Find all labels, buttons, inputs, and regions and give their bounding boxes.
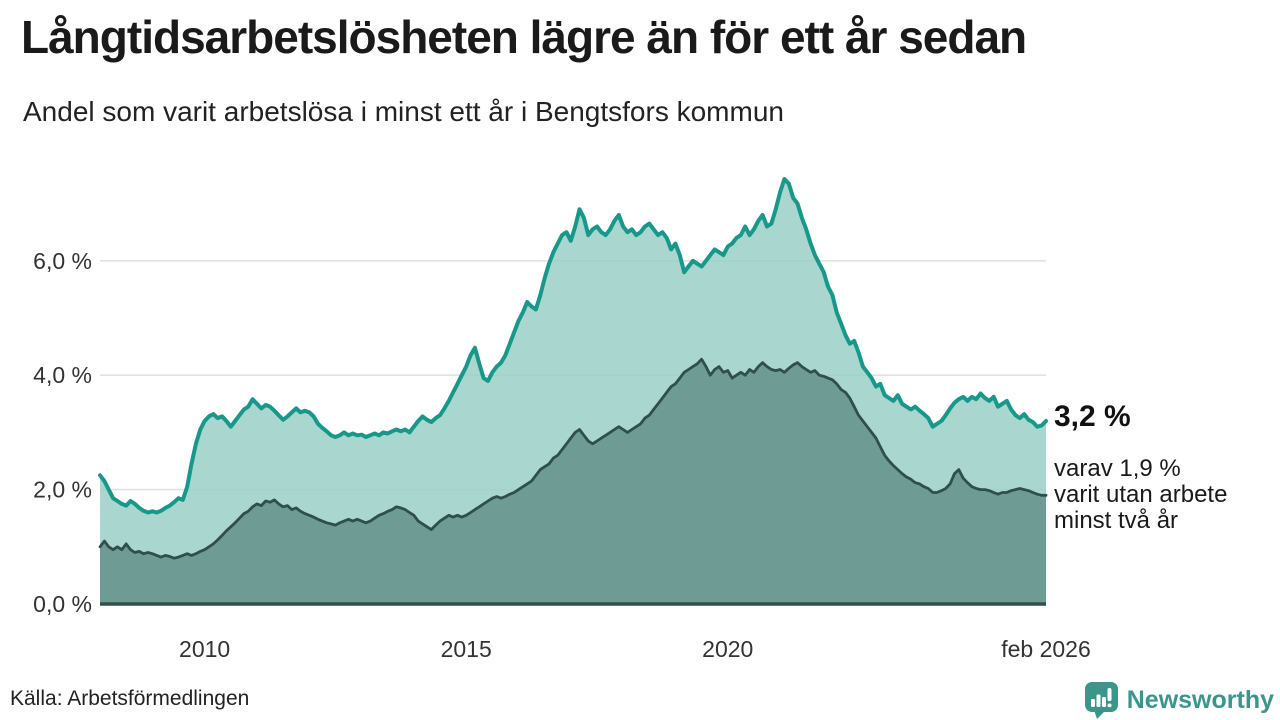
x-axis-tick-label: 2010 bbox=[179, 636, 230, 662]
line-series-2 bbox=[98, 357, 1048, 560]
end-value-label: 3,2 % bbox=[1054, 400, 1131, 433]
area-fill-series-2 bbox=[100, 359, 1046, 604]
newsworthy-logo: Newsworthy bbox=[1083, 681, 1274, 719]
x-axis-tick-label: 2020 bbox=[702, 636, 753, 662]
series-end-annotation: 3,2 % varav 1,9 % varit utan arbete mins… bbox=[1054, 400, 1269, 534]
end-value-detail: varav 1,9 % varit utan arbete minst två … bbox=[1054, 455, 1228, 534]
y-axis-tick-label: 0,0 % bbox=[33, 591, 92, 617]
y-axis-tick-label: 4,0 % bbox=[33, 362, 92, 388]
newsworthy-bubble-chart-icon bbox=[1084, 682, 1118, 719]
x-axis-tick-label: feb 2026 bbox=[1001, 636, 1091, 662]
source-caption: Källa: Arbetsförmedlingen bbox=[10, 687, 250, 710]
y-axis-tick-label: 6,0 % bbox=[33, 248, 92, 274]
page-title: Långtidsarbetslösheten lägre än för ett … bbox=[21, 11, 1027, 63]
line-series-1 bbox=[98, 177, 1048, 515]
logo-wordmark: Newsworthy bbox=[1126, 685, 1274, 714]
page-subtitle: Andel som varit arbetslösa i minst ett å… bbox=[23, 96, 784, 127]
y-axis-tick-label: 2,0 % bbox=[33, 477, 92, 503]
x-axis-tick-label: 2015 bbox=[441, 636, 492, 662]
